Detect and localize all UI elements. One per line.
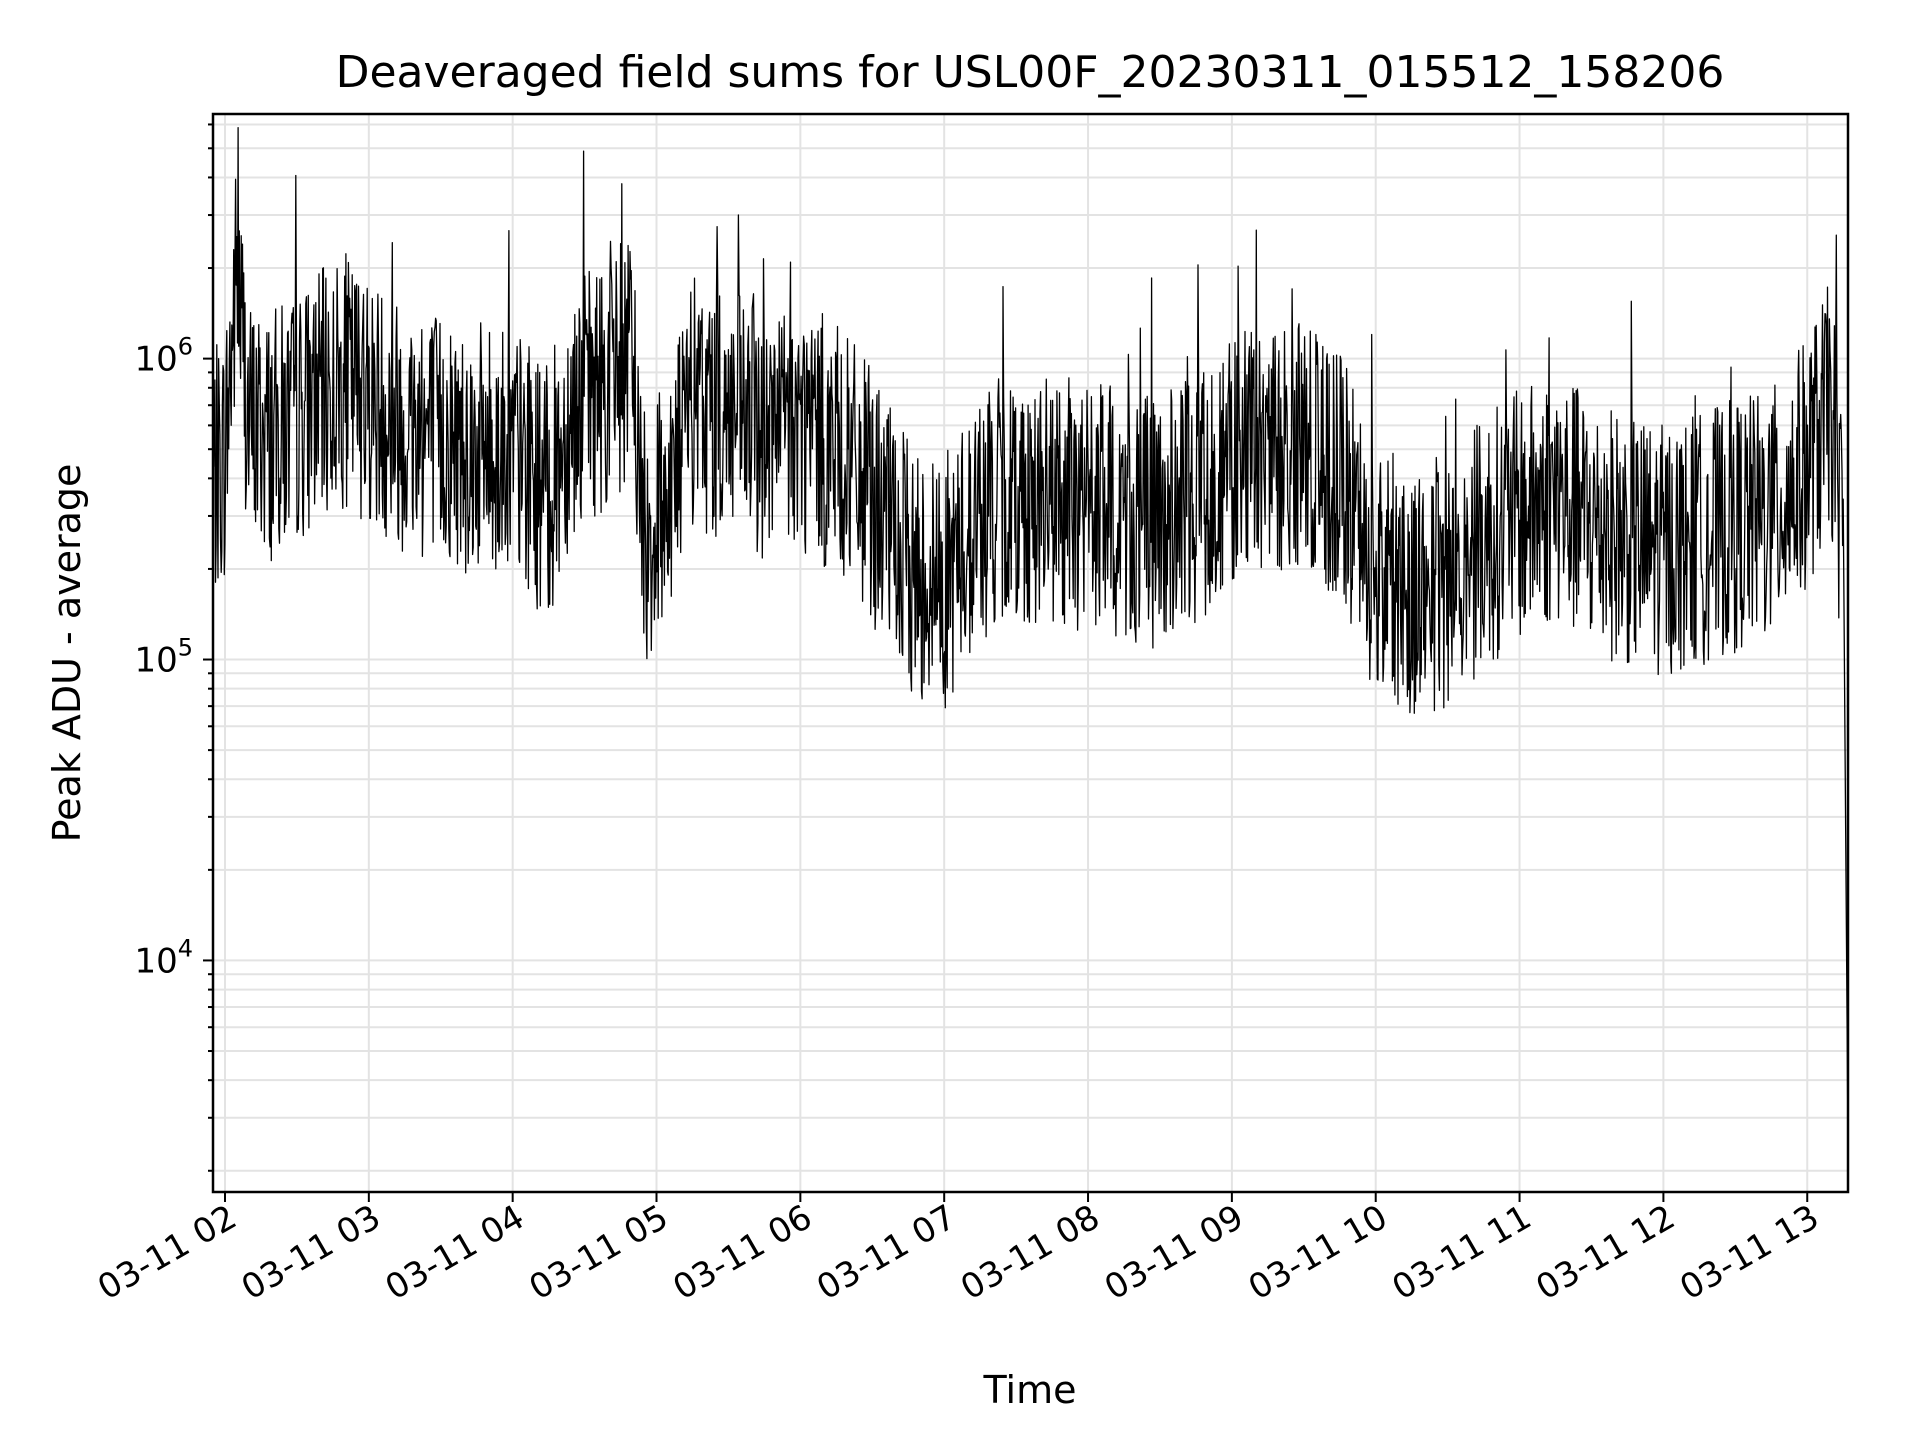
x-tick-label: 03-11 12	[1530, 1197, 1682, 1308]
series-line	[212, 127, 1849, 1147]
x-tick-label: 03-11 10	[1242, 1197, 1394, 1308]
x-tick-label: 03-11 11	[1386, 1197, 1538, 1308]
x-tick-label: 03-11 07	[810, 1197, 962, 1308]
x-tick-label: 03-11 09	[1098, 1197, 1250, 1308]
x-tick-label: 03-11 03	[235, 1197, 387, 1308]
y-tick-base: 10	[134, 941, 177, 981]
x-axis-label: Time	[983, 1368, 1077, 1412]
y-tick-label: 104	[134, 934, 193, 981]
chart-title: Deaveraged field sums for USL00F_2023031…	[336, 47, 1725, 98]
x-tick-label: 03-11 06	[666, 1197, 818, 1308]
x-tick-label: 03-11 13	[1673, 1197, 1825, 1308]
x-tick-label: 03-11 05	[523, 1197, 675, 1308]
y-tick-base: 10	[134, 641, 177, 681]
x-tick-label: 03-11 04	[379, 1197, 531, 1308]
y-tick-exponent: 5	[178, 634, 193, 662]
x-tick-label: 03-11 08	[954, 1197, 1106, 1308]
y-tick-label: 105	[134, 634, 193, 681]
y-tick-exponent: 4	[178, 934, 193, 962]
grid	[213, 114, 1848, 1192]
x-tick-label: 03-11 02	[91, 1197, 243, 1308]
data-series	[212, 127, 1849, 1147]
y-tick-base: 10	[134, 340, 177, 380]
plot-frame	[211, 112, 1850, 1194]
y-tick-exponent: 6	[178, 333, 193, 361]
y-axis-label: Peak ADU - average	[45, 464, 89, 843]
y-tick-label: 106	[134, 333, 193, 380]
